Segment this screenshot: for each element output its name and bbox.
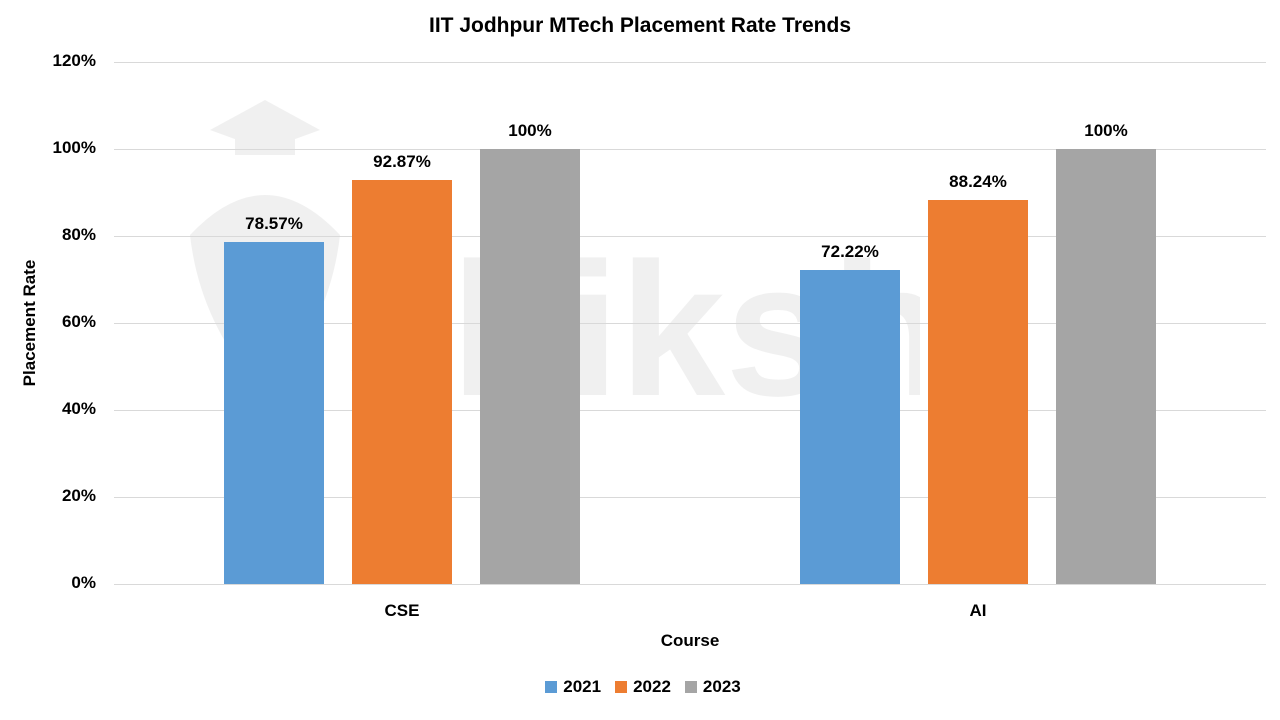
bar-ai-2021: [800, 269, 900, 584]
y-tick-label: 100%: [52, 138, 96, 157]
plot-area: [114, 62, 1266, 585]
gridline: [114, 149, 1266, 150]
legend-swatch-icon: [545, 681, 558, 693]
data-label: 88.24%: [949, 172, 1007, 192]
gridline: [114, 236, 1266, 237]
data-label: 92.87%: [373, 152, 431, 171]
bar-cse-2021: [224, 242, 324, 584]
gridline: [114, 323, 1266, 324]
legend: 2021 2022 2023: [0, 677, 1280, 697]
legend-label: 2023: [702, 677, 741, 696]
y-tick-label: 60%: [61, 312, 96, 331]
gridline: [114, 62, 1266, 63]
y-tick-label: 20%: [61, 486, 96, 505]
gridline: [114, 497, 1266, 498]
y-tick-label: 120%: [52, 51, 96, 70]
chart-title: IIT Jodhpur MTech Placement Rate Trends: [428, 14, 852, 37]
y-tick-label: 40%: [61, 399, 96, 418]
legend-label: 2021: [563, 677, 602, 696]
legend-swatch-icon: [684, 681, 697, 693]
data-label: 100%: [508, 121, 552, 140]
x-axis-label: Course: [660, 631, 720, 650]
gridline: [114, 584, 1266, 585]
data-label: 100%: [1084, 121, 1128, 140]
data-label: 72.22%: [821, 241, 879, 261]
data-label: 78.57%: [245, 214, 303, 234]
legend-item-2023: 2023: [684, 677, 741, 697]
gridline: [114, 410, 1266, 411]
bar-cse-2022: [352, 180, 452, 584]
y-tick-label: 80%: [61, 225, 96, 244]
bar-ai-2022: [928, 200, 1028, 584]
bar-ai-2023: [1056, 149, 1156, 584]
legend-item-2022: 2022: [615, 677, 671, 697]
y-tick-label: 0%: [71, 573, 96, 592]
legend-item-2021: 2021: [545, 677, 601, 697]
legend-swatch-icon: [615, 681, 628, 693]
x-tick-label: CSE: [384, 601, 420, 620]
x-tick-label: AI: [969, 601, 987, 620]
bar-cse-2023: [480, 149, 580, 584]
legend-label: 2022: [633, 677, 671, 696]
